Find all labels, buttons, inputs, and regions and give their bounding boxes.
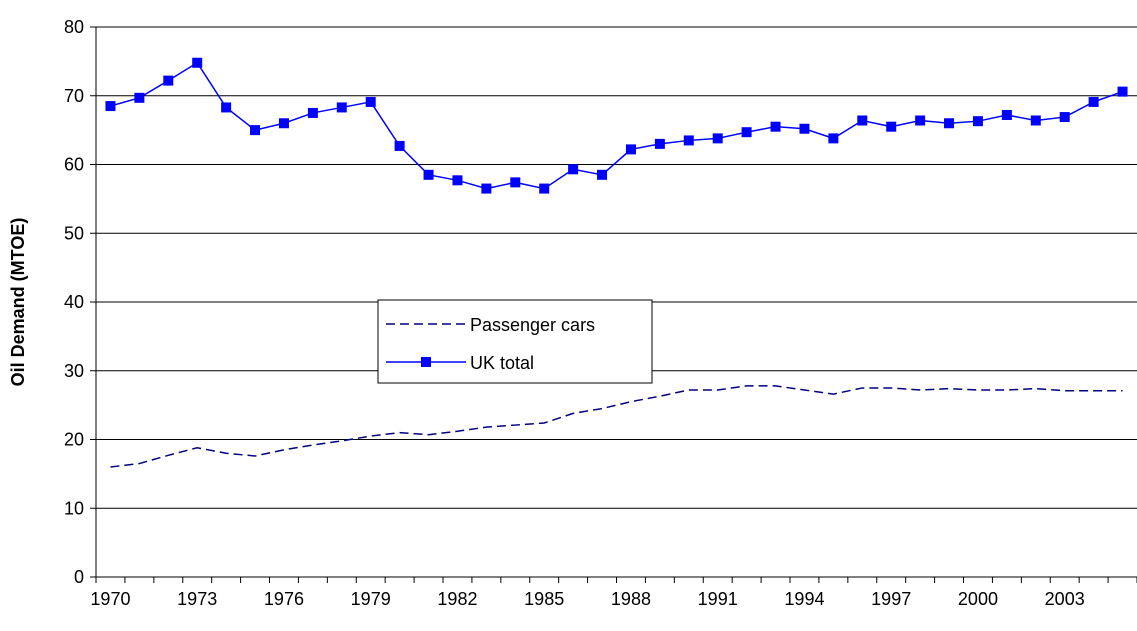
x-tick-label: 1970 bbox=[90, 589, 130, 609]
legend-box bbox=[377, 299, 653, 384]
x-tick-label: 1979 bbox=[351, 589, 391, 609]
data-point bbox=[452, 175, 463, 186]
y-tick-label: 40 bbox=[64, 292, 84, 312]
data-point bbox=[510, 177, 521, 188]
legend-marker bbox=[421, 357, 431, 367]
data-point bbox=[539, 183, 550, 194]
data-point bbox=[192, 57, 203, 68]
series-line bbox=[110, 385, 1123, 468]
data-point bbox=[597, 169, 608, 180]
data-point bbox=[1001, 110, 1012, 120]
x-tick-label: 2003 bbox=[1045, 589, 1085, 609]
data-point bbox=[163, 75, 174, 86]
data-point bbox=[221, 102, 232, 113]
data-point bbox=[394, 140, 405, 151]
y-tick-label: 20 bbox=[64, 430, 84, 450]
data-point bbox=[134, 92, 145, 103]
data-point bbox=[799, 123, 810, 134]
data-point bbox=[915, 115, 926, 126]
x-tick-label: 2000 bbox=[958, 589, 998, 609]
data-point bbox=[365, 96, 376, 107]
x-tick-label: 1988 bbox=[611, 589, 651, 609]
data-point bbox=[828, 133, 839, 144]
y-tick-label: 30 bbox=[64, 361, 84, 381]
data-point bbox=[278, 118, 289, 129]
x-tick-label: 1991 bbox=[698, 589, 738, 609]
data-point bbox=[625, 144, 636, 155]
data-point bbox=[654, 138, 665, 149]
x-tick-label: 1982 bbox=[437, 589, 477, 609]
y-tick-label: 0 bbox=[74, 567, 84, 587]
data-point bbox=[423, 169, 434, 180]
y-tick-label: 10 bbox=[64, 498, 84, 518]
series-line bbox=[110, 61, 1123, 190]
data-point bbox=[972, 116, 983, 127]
data-point bbox=[1059, 112, 1070, 123]
data-point bbox=[1030, 115, 1041, 126]
data-point bbox=[481, 183, 492, 194]
y-tick-label: 80 bbox=[64, 17, 84, 37]
data-point bbox=[944, 118, 955, 129]
data-point bbox=[770, 121, 781, 132]
data-point bbox=[105, 101, 116, 112]
data-point bbox=[568, 164, 579, 175]
x-tick-label: 1976 bbox=[264, 589, 304, 609]
x-tick-label: 1997 bbox=[871, 589, 911, 609]
data-point bbox=[712, 133, 723, 144]
y-tick-label: 60 bbox=[64, 155, 84, 175]
data-point bbox=[683, 135, 694, 146]
legend-label: UK total bbox=[470, 353, 534, 373]
data-point bbox=[1088, 96, 1099, 107]
x-tick-label: 1994 bbox=[784, 589, 824, 609]
data-point bbox=[886, 121, 897, 132]
data-point bbox=[1117, 86, 1128, 97]
data-point bbox=[250, 125, 261, 136]
y-tick-label: 50 bbox=[64, 223, 84, 243]
data-point bbox=[336, 102, 347, 113]
y-axis-label: Oil Demand (MTOE) bbox=[8, 218, 28, 387]
x-tick-label: 1985 bbox=[524, 589, 564, 609]
data-point bbox=[857, 115, 868, 126]
legend-label: Passenger cars bbox=[470, 315, 595, 335]
x-tick-label: 1973 bbox=[177, 589, 217, 609]
data-point bbox=[741, 127, 752, 138]
y-tick-label: 70 bbox=[64, 86, 84, 106]
data-point bbox=[307, 107, 318, 118]
